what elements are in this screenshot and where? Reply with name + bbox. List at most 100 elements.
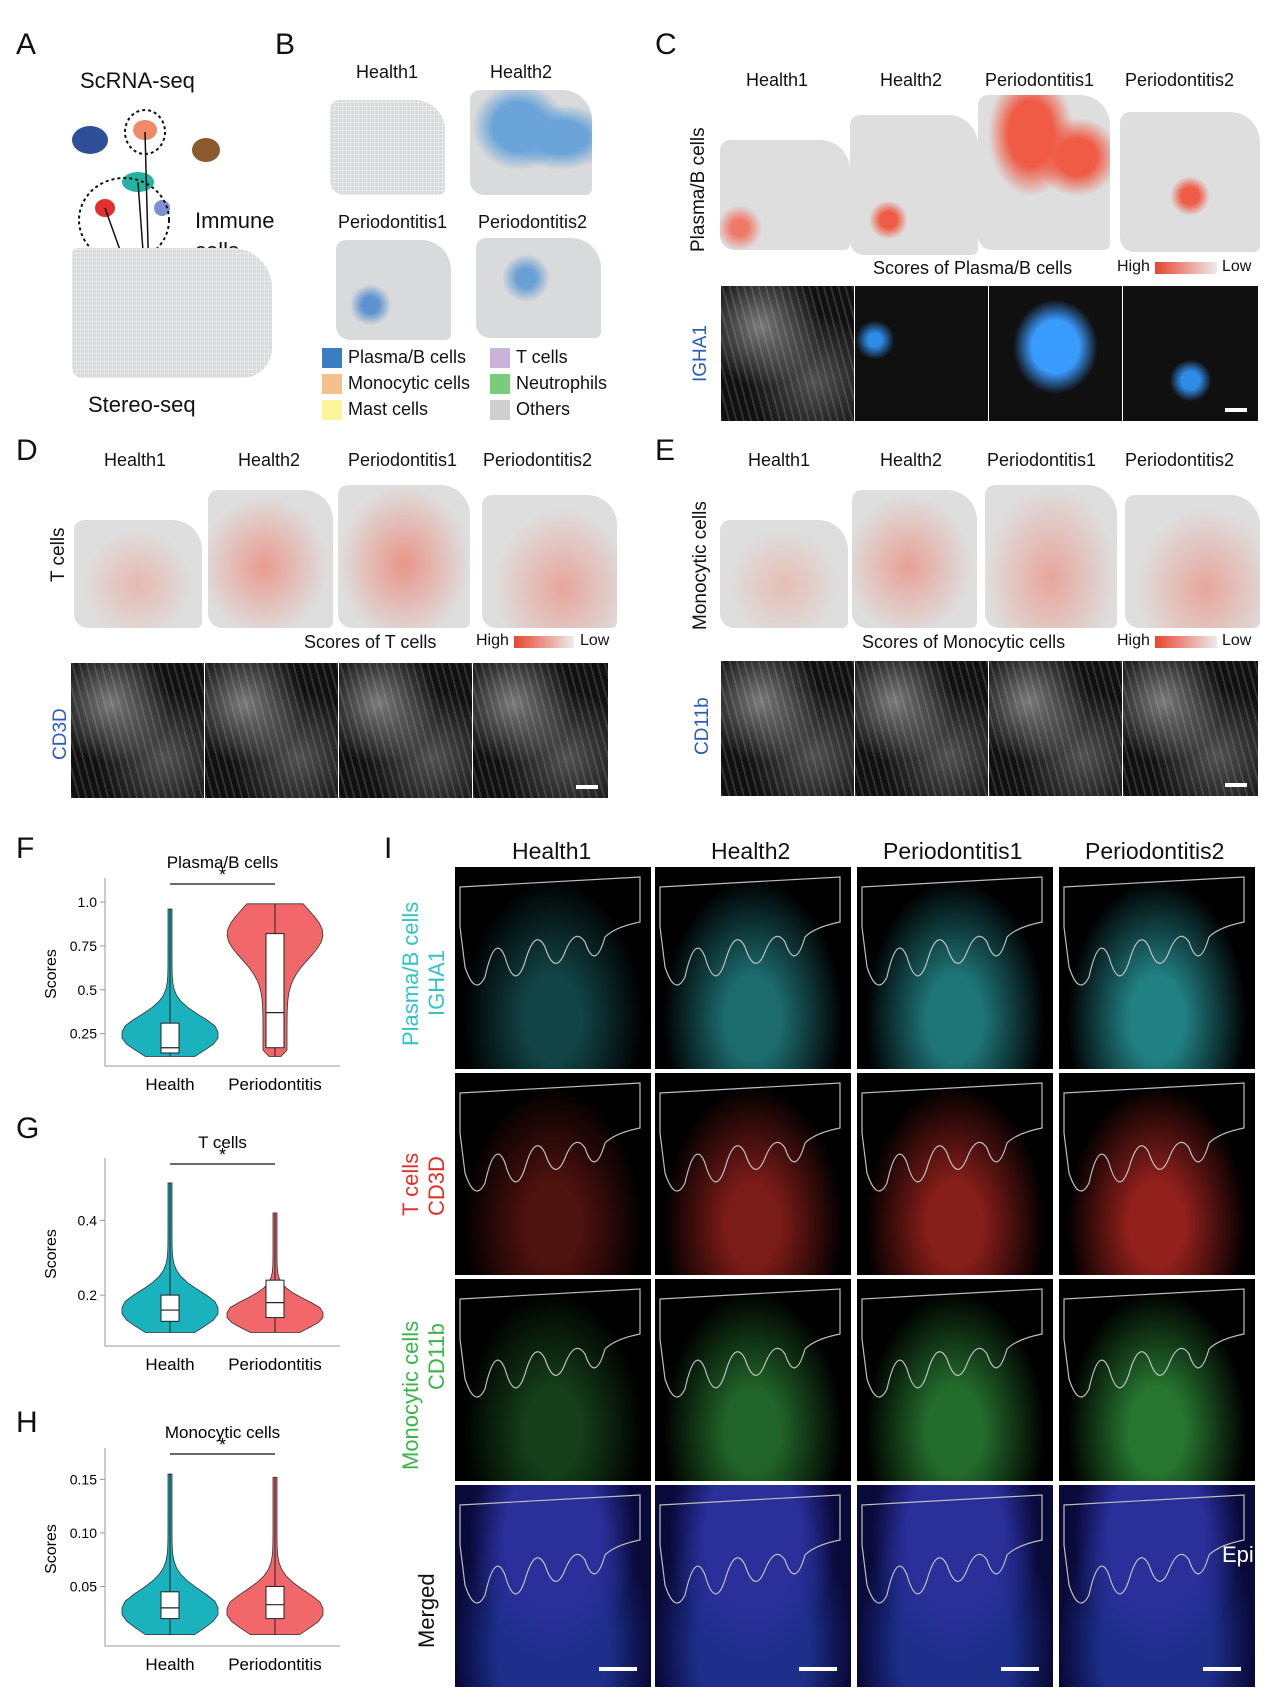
fluor-image-r2-c4 (1058, 1072, 1256, 1276)
i-sample-1: Health1 (512, 838, 592, 864)
d-sample-1: Health1 (104, 450, 167, 470)
x-category-label: Health (145, 1355, 194, 1374)
i-row2-line1: T cells (398, 1152, 423, 1216)
legend-swatch-others (490, 400, 510, 420)
chart-ylabel: Scores (43, 1229, 60, 1279)
b-sample-3: Periodontitis1 (338, 212, 448, 232)
significance-star: * (219, 1435, 226, 1455)
c-marker-label: IGHA1 (690, 324, 711, 382)
e-score-gradient (1155, 636, 1217, 648)
e-scale-bar (1225, 783, 1247, 787)
scrna-seq-label: ScRNA-seq (80, 68, 195, 93)
violin-box (265, 1279, 285, 1319)
b-tissue-4 (476, 238, 601, 338)
d-scale-bar (576, 785, 598, 789)
violin-box (160, 1294, 180, 1322)
e-scores-label: Scores of Monocytic cells (862, 632, 1066, 652)
fluor-image-r1-c1 (454, 866, 652, 1070)
legend-label-mast: Mast cells (348, 399, 429, 419)
cluster-blue (72, 126, 108, 154)
e-sample-1: Health1 (748, 450, 811, 470)
fluor-image-r3-c1 (454, 1278, 652, 1482)
i-scale-bar (1001, 1667, 1039, 1671)
e-ylabel: Monocytic cells (690, 501, 711, 630)
c-sample-1: Health1 (746, 70, 809, 90)
y-tick-label: 0.10 (70, 1525, 97, 1541)
e-micro-2 (854, 660, 989, 797)
legend-swatch-tcells (490, 348, 510, 368)
stereo-seq-tissue (72, 248, 272, 378)
chart-axes (104, 878, 340, 1067)
epithelium-outline (1063, 1288, 1245, 1398)
fluor-image-r4-c1 (454, 1484, 652, 1688)
fluor-image-r1-c2 (654, 866, 852, 1070)
violin-chart-h: Monocytic cells Scores 0.15 0.10 0.05 Health P… (43, 1423, 340, 1674)
panel-i-letter: I (384, 832, 393, 865)
fluor-image-r1-c4 (1058, 866, 1256, 1070)
c-low-label: Low (1222, 258, 1252, 275)
b-sample-1: Health1 (356, 62, 419, 82)
d-marker-label: CD3D (50, 708, 71, 760)
legend-label-others: Others (516, 399, 571, 419)
cluster-lilac (154, 200, 170, 216)
epithelium-outline (659, 1082, 841, 1192)
fluor-image-r4-c2 (654, 1484, 852, 1688)
c-scores-label: Scores of Plasma/B cells (873, 258, 1073, 278)
d-sample-3: Periodontitis1 (348, 450, 458, 470)
panel-e-letter: E (655, 434, 676, 467)
legend-swatch-mast (322, 400, 342, 420)
panel-d-letter: D (16, 434, 38, 467)
cluster-brown (192, 138, 220, 162)
epithelium-outline (659, 1288, 841, 1398)
violin-chart-g: T cells Scores 0.4 0.2 Health Periodontitis * (43, 1133, 340, 1374)
d-sample-2: Health2 (238, 450, 301, 470)
panel-b-letter: B (275, 28, 296, 61)
chart-ylabel: Scores (43, 949, 60, 999)
violin-box (160, 1591, 180, 1620)
legend-label-neutrophils: Neutrophils (516, 373, 608, 393)
c-sample-2: Health2 (880, 70, 943, 90)
i-scale-bar (799, 1667, 837, 1671)
fluor-image-r3-c4 (1058, 1278, 1256, 1482)
cluster-orange (133, 120, 157, 140)
epithelium-outline (861, 876, 1043, 986)
significance-star: * (219, 865, 226, 885)
c-tissue-2 (850, 115, 978, 255)
chart-ylabel: Scores (43, 1524, 60, 1574)
panel-c-letter: C (655, 28, 677, 61)
e-tissue-4 (1125, 495, 1260, 628)
y-tick-label: 0.15 (70, 1471, 97, 1487)
stereo-seq-label: Stereo-seq (88, 392, 196, 417)
e-micro-4 (1122, 660, 1259, 797)
x-category-label: Periodontitis (228, 1655, 322, 1674)
d-micro-2 (204, 662, 339, 799)
c-micro-2 (854, 285, 989, 422)
i-scale-bar (1203, 1667, 1241, 1671)
c-scale-bar (1225, 408, 1247, 412)
i-scale-bar (599, 1667, 637, 1671)
epithelium-outline (459, 1494, 641, 1604)
c-ylabel: Plasma/B cells (688, 127, 709, 252)
e-marker-label: CD11b (692, 697, 713, 755)
legend-label-tcells: T cells (516, 347, 568, 367)
b-sample-4: Periodontitis2 (478, 212, 588, 232)
d-scores-label: Scores of T cells (304, 632, 437, 652)
epithelium-outline (659, 1494, 841, 1604)
fluor-image-r4-c3 (856, 1484, 1054, 1688)
d-tissue-4 (482, 495, 617, 628)
panel-f-letter: F (16, 832, 35, 865)
c-score-gradient (1155, 262, 1217, 274)
legend-label-monocytic: Monocytic cells (348, 373, 471, 393)
epithelium-outline (861, 1288, 1043, 1398)
epithelium-outline (861, 1082, 1043, 1192)
d-micro-3 (338, 662, 473, 799)
c-sample-4: Periodontitis2 (1125, 70, 1235, 90)
e-tissue-1 (720, 520, 848, 628)
significance-star: * (219, 1145, 226, 1165)
chart-title: Monocytic cells (165, 1423, 280, 1442)
d-tissue-2 (208, 490, 333, 628)
i-sample-4: Periodontitis2 (1085, 838, 1225, 864)
b-tissue-2 (470, 90, 592, 195)
epithelium-outline (1063, 1494, 1245, 1604)
i-row4-line1: Merged (414, 1573, 439, 1648)
